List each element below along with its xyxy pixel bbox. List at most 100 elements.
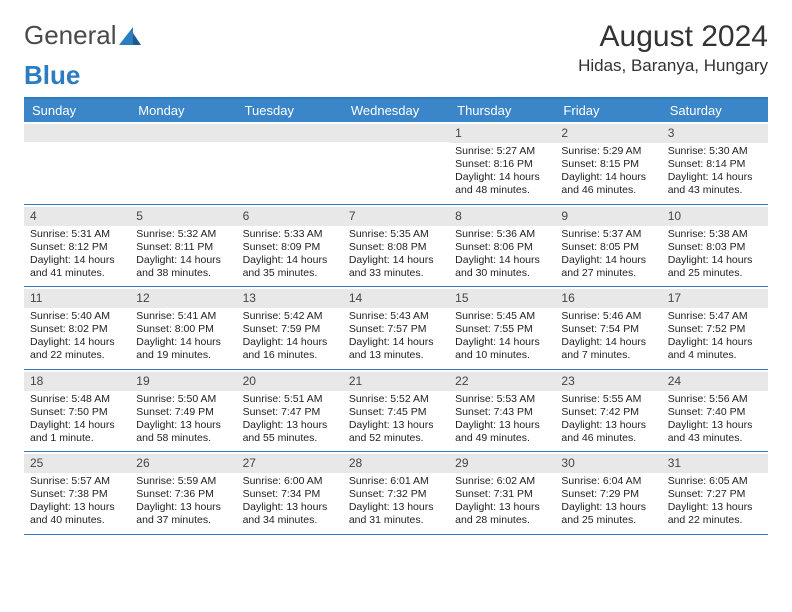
day-info: Sunrise: 5:37 AMSunset: 8:05 PMDaylight:… [561, 228, 655, 281]
day-info: Sunrise: 5:29 AMSunset: 8:15 PMDaylight:… [561, 145, 655, 198]
daylight-line: Daylight: 14 hours and 48 minutes. [455, 171, 549, 197]
logo-text-2: Blue [24, 60, 80, 90]
day-info: Sunrise: 5:43 AMSunset: 7:57 PMDaylight:… [349, 310, 443, 363]
day-number: 22 [449, 372, 555, 391]
sunset-line: Sunset: 8:11 PM [136, 241, 230, 254]
sunrise-line: Sunrise: 5:42 AM [243, 310, 337, 323]
day-cell-2: 2 Sunrise: 5:29 AMSunset: 8:15 PMDaylight… [555, 122, 661, 204]
sunrise-line: Sunrise: 5:53 AM [455, 393, 549, 406]
day-header-wednesday: Wednesday [343, 99, 449, 122]
day-header-monday: Monday [130, 99, 236, 122]
sunset-line: Sunset: 8:15 PM [561, 158, 655, 171]
sunrise-line: Sunrise: 5:30 AM [668, 145, 762, 158]
sunset-line: Sunset: 7:57 PM [349, 323, 443, 336]
sunrise-line: Sunrise: 5:27 AM [455, 145, 549, 158]
day-number [24, 124, 130, 142]
daylight-line: Daylight: 14 hours and 1 minute. [30, 419, 124, 445]
day-number [343, 124, 449, 142]
day-header-saturday: Saturday [662, 99, 768, 122]
sunset-line: Sunset: 8:14 PM [668, 158, 762, 171]
day-cell-30: 30Sunrise: 6:04 AMSunset: 7:29 PMDayligh… [555, 452, 661, 534]
sunset-line: Sunset: 7:59 PM [243, 323, 337, 336]
sunrise-line: Sunrise: 6:05 AM [668, 475, 762, 488]
day-cell-9: 9Sunrise: 5:37 AMSunset: 8:05 PMDaylight… [555, 205, 661, 287]
sunrise-line: Sunrise: 5:55 AM [561, 393, 655, 406]
day-cell-21: 21Sunrise: 5:52 AMSunset: 7:45 PMDayligh… [343, 370, 449, 452]
day-number [237, 124, 343, 142]
daylight-line: Daylight: 14 hours and 10 minutes. [455, 336, 549, 362]
day-info: Sunrise: 5:42 AMSunset: 7:59 PMDaylight:… [243, 310, 337, 363]
sunset-line: Sunset: 8:05 PM [561, 241, 655, 254]
empty-cell [24, 122, 130, 204]
sunrise-line: Sunrise: 5:35 AM [349, 228, 443, 241]
day-number: 23 [555, 372, 661, 391]
sunset-line: Sunset: 7:31 PM [455, 488, 549, 501]
day-cell-31: 31Sunrise: 6:05 AMSunset: 7:27 PMDayligh… [662, 452, 768, 534]
day-info: Sunrise: 5:38 AMSunset: 8:03 PMDaylight:… [668, 228, 762, 281]
day-number [130, 124, 236, 142]
week-row: 25Sunrise: 5:57 AMSunset: 7:38 PMDayligh… [24, 452, 768, 535]
sunrise-line: Sunrise: 6:02 AM [455, 475, 549, 488]
day-info: Sunrise: 5:31 AMSunset: 8:12 PMDaylight:… [30, 228, 124, 281]
logo-triangle-icon [119, 27, 141, 45]
day-cell-16: 16Sunrise: 5:46 AMSunset: 7:54 PMDayligh… [555, 287, 661, 369]
daylight-line: Daylight: 14 hours and 43 minutes. [668, 171, 762, 197]
daylight-line: Daylight: 14 hours and 22 minutes. [30, 336, 124, 362]
week-row: 11Sunrise: 5:40 AMSunset: 8:02 PMDayligh… [24, 287, 768, 370]
day-cell-27: 27Sunrise: 6:00 AMSunset: 7:34 PMDayligh… [237, 452, 343, 534]
daylight-line: Daylight: 14 hours and 16 minutes. [243, 336, 337, 362]
day-number: 24 [662, 372, 768, 391]
day-header-friday: Friday [555, 99, 661, 122]
day-info: Sunrise: 5:30 AMSunset: 8:14 PMDaylight:… [668, 145, 762, 198]
day-cell-28: 28Sunrise: 6:01 AMSunset: 7:32 PMDayligh… [343, 452, 449, 534]
daylight-line: Daylight: 13 hours and 58 minutes. [136, 419, 230, 445]
day-cell-14: 14Sunrise: 5:43 AMSunset: 7:57 PMDayligh… [343, 287, 449, 369]
sunset-line: Sunset: 7:43 PM [455, 406, 549, 419]
week-row: 4Sunrise: 5:31 AMSunset: 8:12 PMDaylight… [24, 205, 768, 288]
day-info: Sunrise: 5:56 AMSunset: 7:40 PMDaylight:… [668, 393, 762, 446]
day-number: 8 [449, 207, 555, 226]
daylight-line: Daylight: 14 hours and 33 minutes. [349, 254, 443, 280]
day-number: 10 [662, 207, 768, 226]
day-info: Sunrise: 6:00 AMSunset: 7:34 PMDaylight:… [243, 475, 337, 528]
daylight-line: Daylight: 14 hours and 27 minutes. [561, 254, 655, 280]
day-number: 13 [237, 289, 343, 308]
sunset-line: Sunset: 8:06 PM [455, 241, 549, 254]
sunrise-line: Sunrise: 5:56 AM [668, 393, 762, 406]
sunrise-line: Sunrise: 5:59 AM [136, 475, 230, 488]
day-number: 2 [555, 124, 661, 143]
sunrise-line: Sunrise: 5:57 AM [30, 475, 124, 488]
day-cell-22: 22Sunrise: 5:53 AMSunset: 7:43 PMDayligh… [449, 370, 555, 452]
day-cell-13: 13 Sunrise: 5:42 AMSunset: 7:59 PMDayligh… [237, 287, 343, 369]
sunset-line: Sunset: 8:16 PM [455, 158, 549, 171]
daylight-line: Daylight: 14 hours and 7 minutes. [561, 336, 655, 362]
day-cell-19: 19Sunrise: 5:50 AMSunset: 7:49 PMDayligh… [130, 370, 236, 452]
day-number: 1 [449, 124, 555, 143]
daylight-line: Daylight: 13 hours and 31 minutes. [349, 501, 443, 527]
sunrise-line: Sunrise: 5:31 AM [30, 228, 124, 241]
daylight-line: Daylight: 14 hours and 35 minutes. [243, 254, 337, 280]
sunset-line: Sunset: 7:32 PM [349, 488, 443, 501]
sunset-line: Sunset: 7:54 PM [561, 323, 655, 336]
day-cell-10: 10 Sunrise: 5:38 AMSunset: 8:03 PMDayligh… [662, 205, 768, 287]
sunrise-line: Sunrise: 5:29 AM [561, 145, 655, 158]
day-number: 20 [237, 372, 343, 391]
day-info: Sunrise: 5:59 AMSunset: 7:36 PMDaylight:… [136, 475, 230, 528]
day-number: 17 [662, 289, 768, 308]
day-cell-17: 17Sunrise: 5:47 AMSunset: 7:52 PMDayligh… [662, 287, 768, 369]
day-cell-24: 24 Sunrise: 5:56 AMSunset: 7:40 PMDayligh… [662, 370, 768, 452]
day-number: 18 [24, 372, 130, 391]
calendar: SundayMondayTuesdayWednesdayThursdayFrid… [24, 97, 768, 535]
day-info: Sunrise: 6:01 AMSunset: 7:32 PMDaylight:… [349, 475, 443, 528]
day-cell-26: 26Sunrise: 5:59 AMSunset: 7:36 PMDayligh… [130, 452, 236, 534]
sunrise-line: Sunrise: 5:36 AM [455, 228, 549, 241]
day-info: Sunrise: 5:45 AMSunset: 7:55 PMDaylight:… [455, 310, 549, 363]
day-info: Sunrise: 5:50 AMSunset: 7:49 PMDaylight:… [136, 393, 230, 446]
day-info: Sunrise: 5:35 AMSunset: 8:08 PMDaylight:… [349, 228, 443, 281]
day-info: Sunrise: 5:55 AMSunset: 7:42 PMDaylight:… [561, 393, 655, 446]
day-info: Sunrise: 5:46 AMSunset: 7:54 PMDaylight:… [561, 310, 655, 363]
day-cell-18: 18Sunrise: 5:48 AMSunset: 7:50 PMDayligh… [24, 370, 130, 452]
sunrise-line: Sunrise: 6:00 AM [243, 475, 337, 488]
day-number: 7 [343, 207, 449, 226]
sunset-line: Sunset: 7:40 PM [668, 406, 762, 419]
